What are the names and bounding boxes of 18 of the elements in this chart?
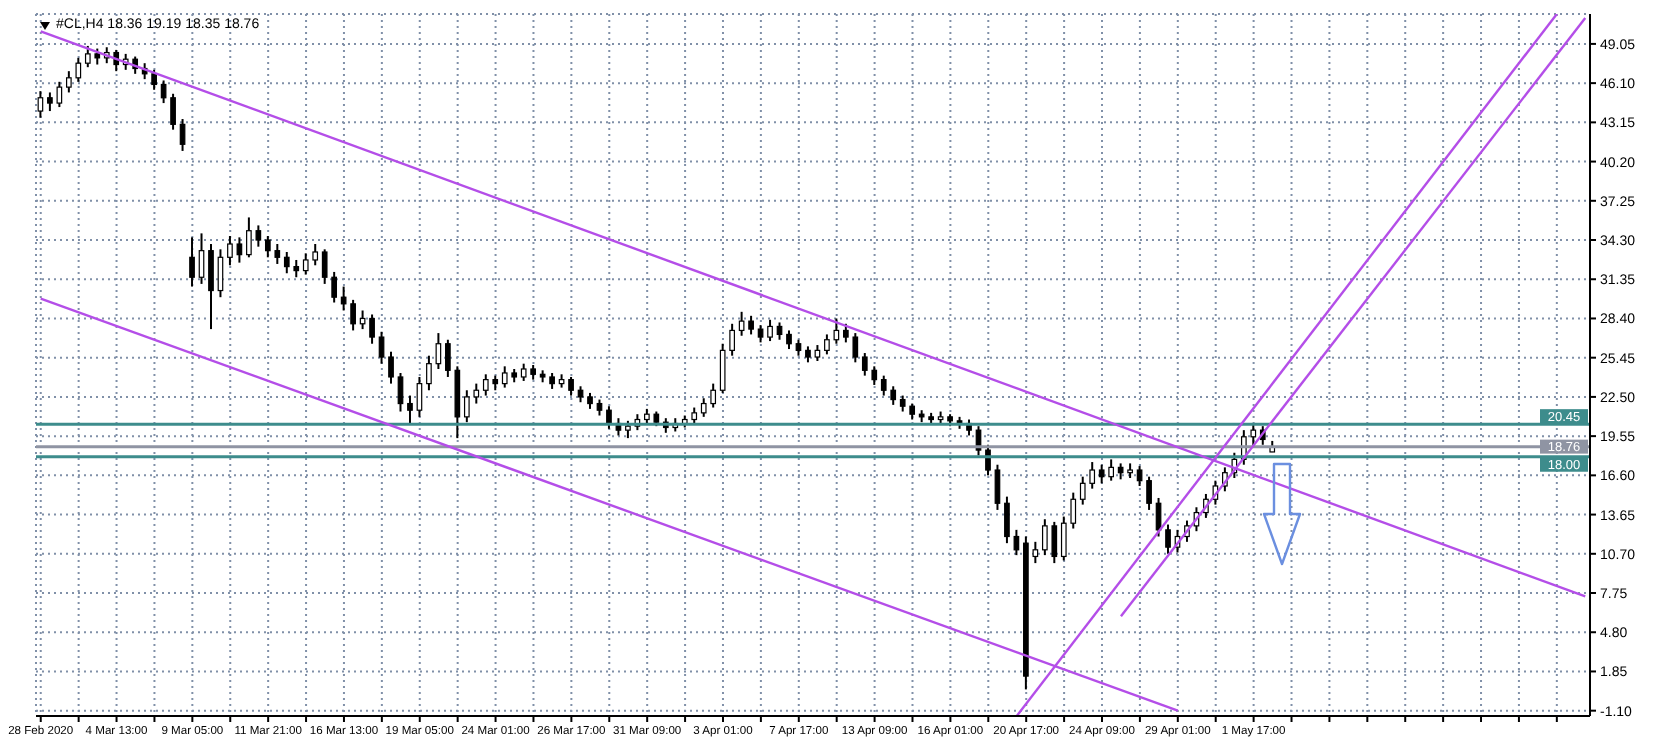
- candlestick: [388, 350, 394, 385]
- candlestick: [37, 90, 44, 119]
- candlestick: [208, 243, 214, 331]
- candlestick: [236, 236, 243, 264]
- candlestick: [767, 318, 773, 343]
- candlestick: [786, 329, 792, 351]
- candlestick: [606, 405, 612, 430]
- candlestick: [1165, 523, 1171, 555]
- candlestick: [1004, 495, 1010, 545]
- candlestick: [227, 235, 233, 267]
- candlestick: [568, 375, 574, 397]
- candlestick: [1146, 475, 1152, 511]
- candlestick: [1136, 465, 1143, 487]
- candlestick: [994, 463, 1001, 511]
- candlestick: [369, 313, 375, 345]
- candlestick: [378, 330, 385, 365]
- candlestick: [407, 394, 413, 425]
- candlestick: [189, 236, 195, 288]
